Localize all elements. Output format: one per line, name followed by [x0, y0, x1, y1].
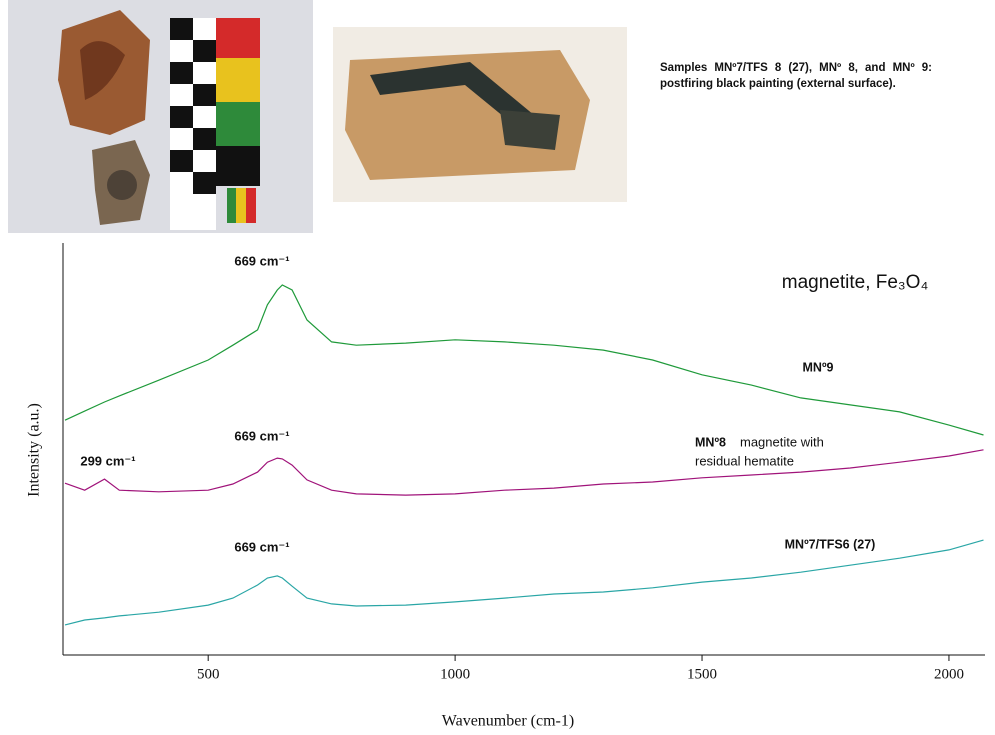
photo-shards	[8, 0, 313, 233]
annotation: magnetite with	[740, 434, 824, 449]
y-axis-label: Intensity (a.u.)	[26, 403, 43, 497]
series-label: MNº7/TFS6 (27)	[785, 537, 876, 551]
chart-title: magnetite, Fe₃O₄	[782, 272, 929, 293]
series-label: MNº8	[695, 435, 726, 449]
x-tick-label: 2000	[934, 666, 964, 682]
annotation: 669 cm⁻¹	[234, 428, 289, 443]
x-tick-label: 1500	[687, 666, 717, 682]
x-tick-label: 500	[197, 666, 220, 682]
x-axis-label: Wavenumber (cm-1)	[442, 713, 574, 730]
spectrum-line	[64, 284, 984, 436]
x-tick-label: 1000	[440, 666, 470, 682]
photo-sample	[333, 27, 627, 202]
caption: Samples MNº7/TFS 8 (27), MNº 8, and MNº …	[660, 62, 932, 90]
series-label: MNº9	[803, 360, 834, 374]
annotation: 669 cm⁻¹	[234, 539, 289, 554]
annotation: residual hematite	[695, 453, 794, 468]
spectrum-line	[64, 539, 984, 626]
annotation: 669 cm⁻¹	[234, 253, 289, 268]
annotation: 299 cm⁻¹	[80, 453, 135, 468]
spectrum-line	[64, 449, 984, 496]
